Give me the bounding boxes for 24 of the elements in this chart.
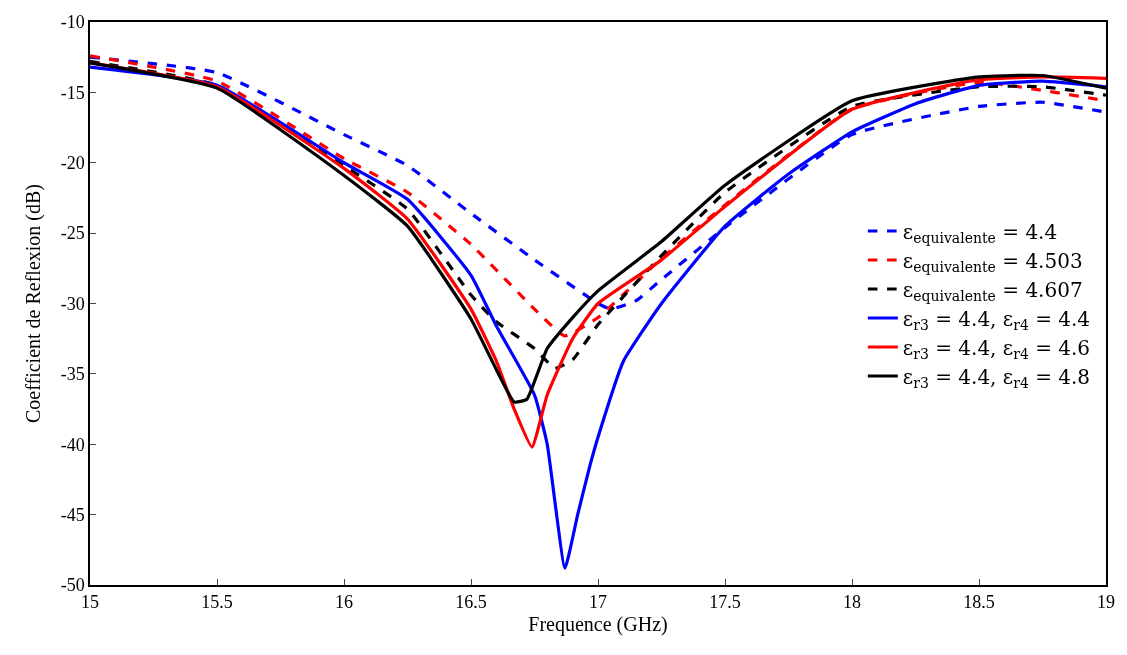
y-axis-title: Coefficient de Reflexion (dB) [21,183,45,424]
y-tick-label: -20 [60,153,85,174]
y-tick-label: -25 [60,223,85,244]
x-tick-label: 18 [843,592,861,613]
x-axis-title: Frequence (GHz) [528,613,668,637]
x-tick-label: 15.5 [201,592,233,613]
x-tick-label: 18.5 [963,592,995,613]
x-tick-label: 17.5 [709,592,741,613]
x-tick-label: 16 [335,592,353,613]
y-tick-label: -40 [60,434,85,455]
legend-label: ε$_{equivalente}$ = 4.4 [902,219,1058,246]
legend-label: ε$_{r3}$ = 4.4, ε$_{r4}$ = 4.8 [902,364,1091,391]
x-tick-label: 19 [1097,592,1115,613]
legend-label: ε$_{r3}$ = 4.4, ε$_{r4}$ = 4.4 [902,306,1091,333]
y-tick-label: -45 [60,504,85,525]
y-tick-label: -35 [60,364,85,385]
legend-label: ε$_{equivalente}$ = 4.607 [902,277,1083,304]
y-tick-label: -10 [60,12,85,33]
legend-label: ε$_{r3}$ = 4.4, ε$_{r4}$ = 4.6 [902,335,1091,362]
legend-label: ε$_{equivalente}$ = 4.503 [902,248,1083,275]
y-tick-label: -30 [60,293,85,314]
y-tick-label: -15 [60,82,85,103]
x-tick-label: 17 [589,592,607,613]
x-tick-label: 16.5 [455,592,487,613]
